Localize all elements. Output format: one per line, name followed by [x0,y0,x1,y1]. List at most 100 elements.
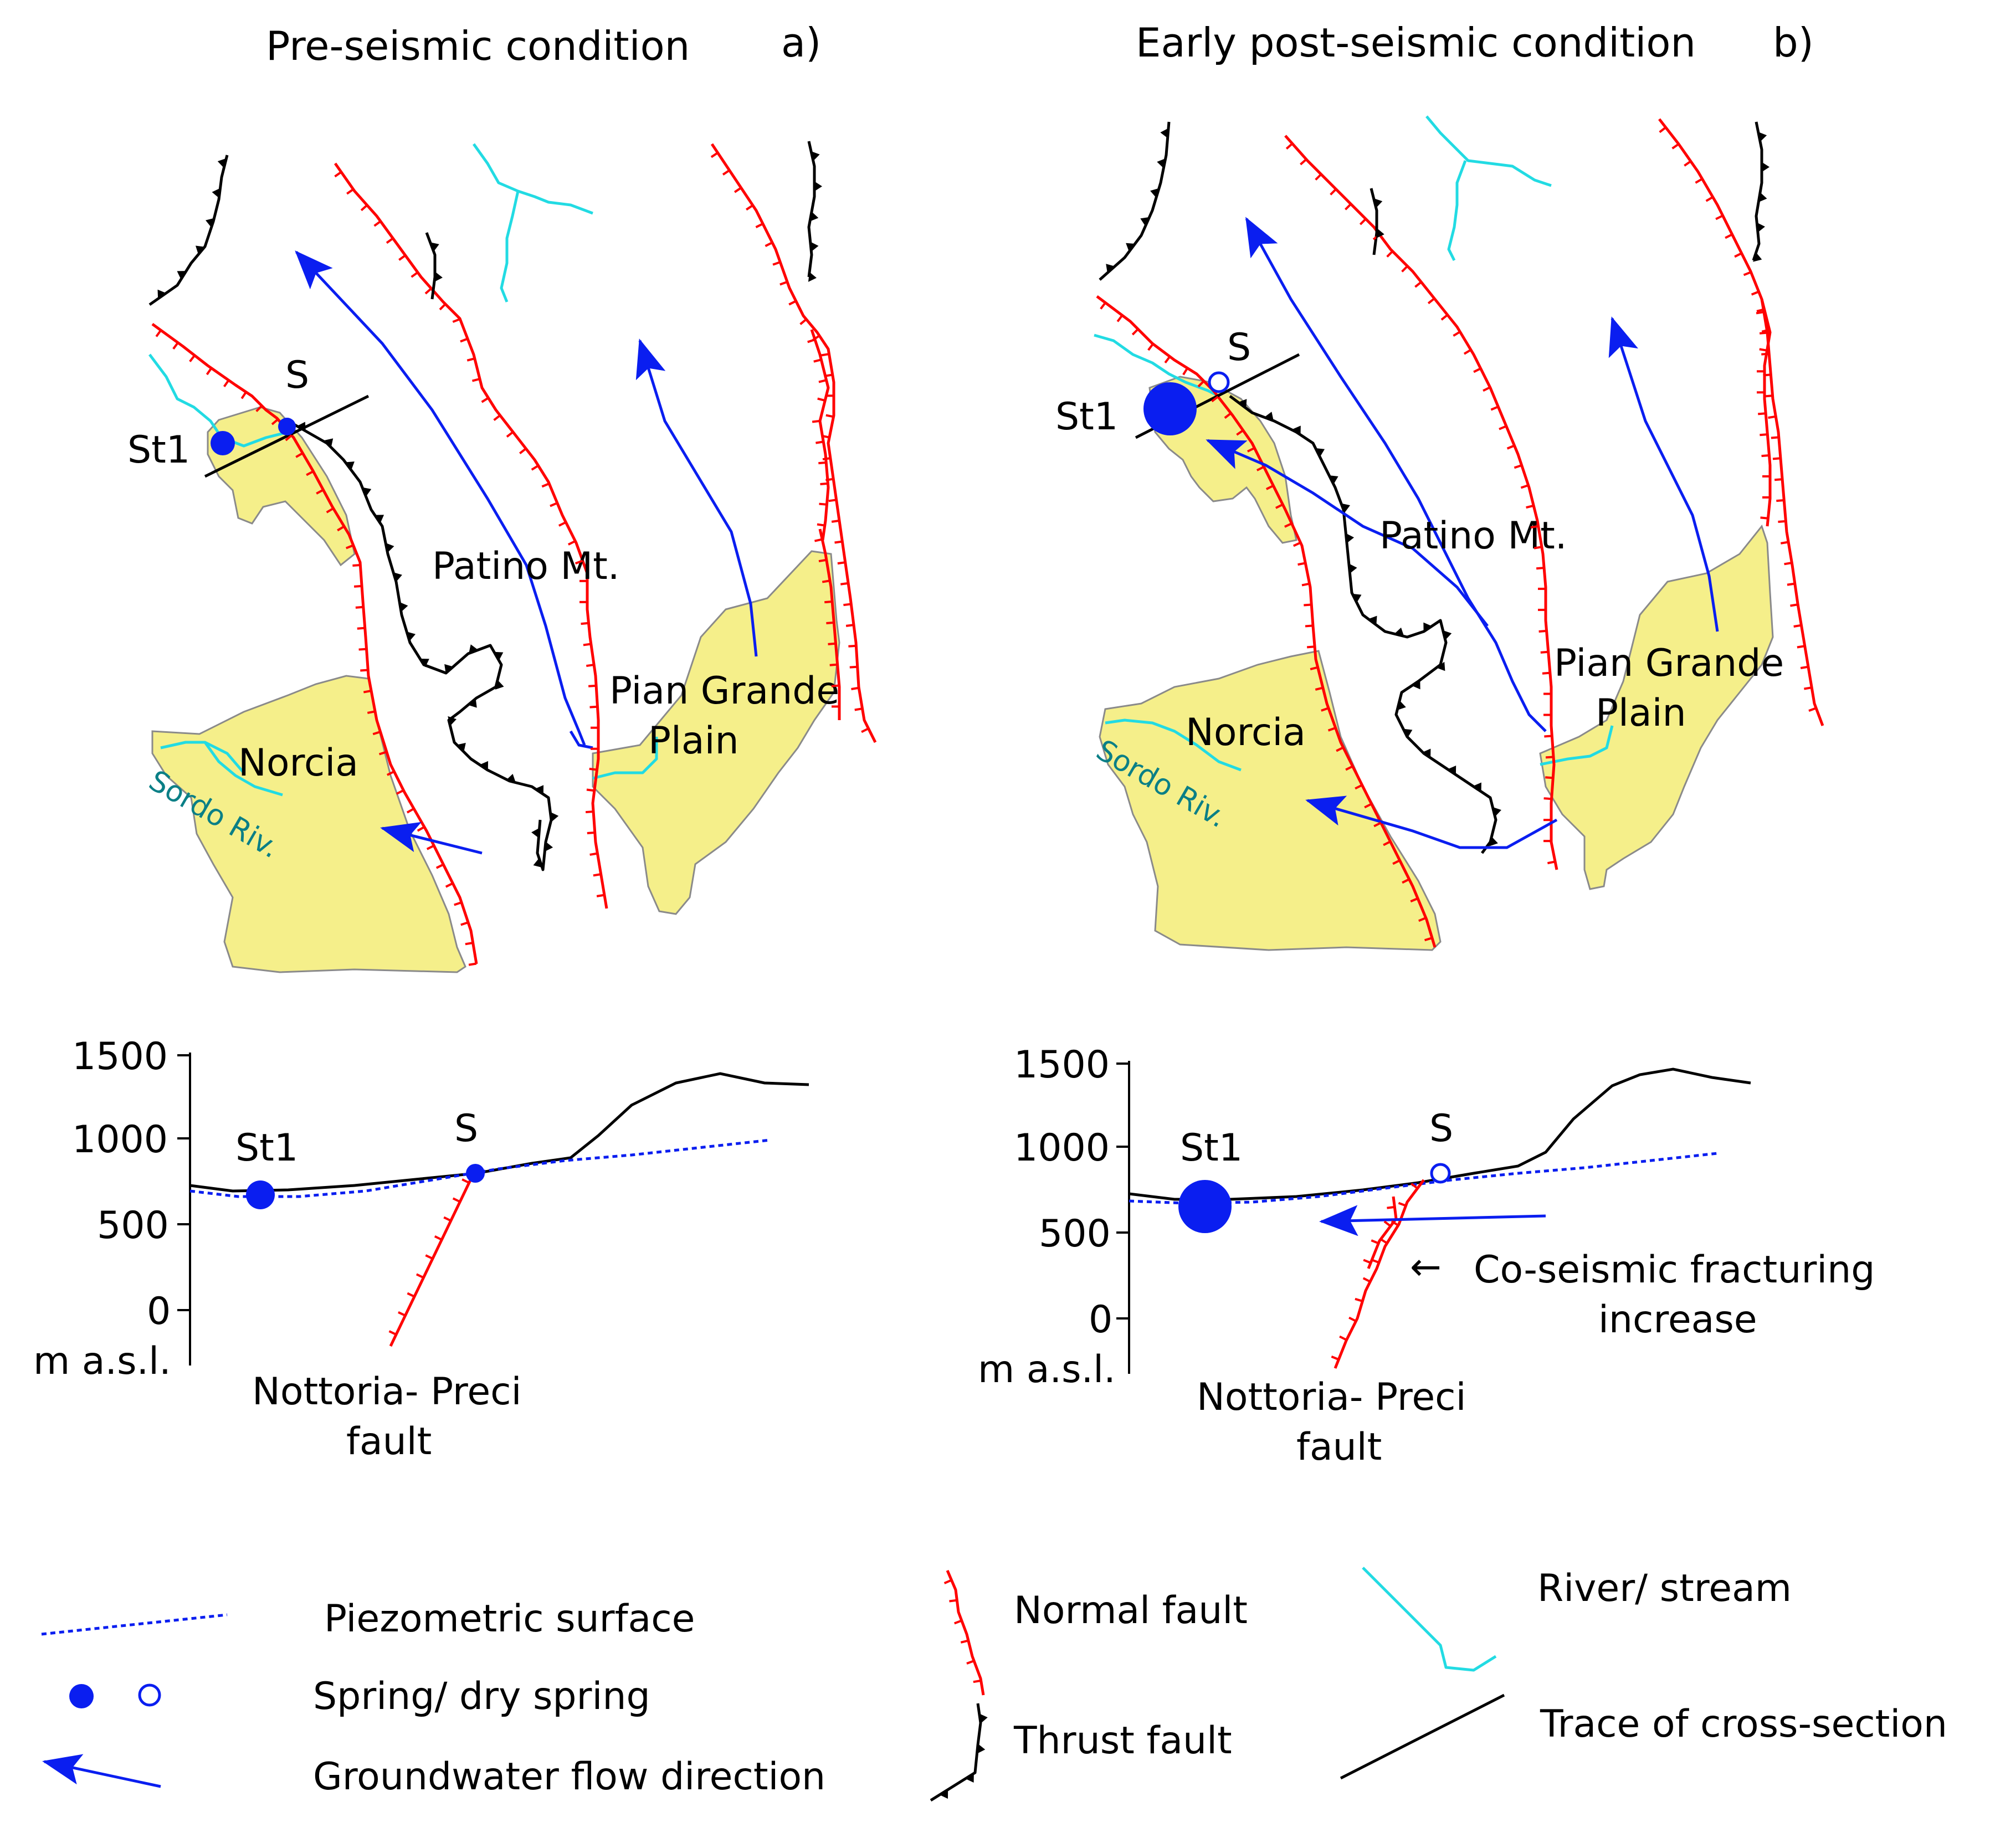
thrust-fault-tooth [206,218,215,228]
normal-fault-tick [1293,541,1301,547]
normal-fault-tick [1359,218,1367,225]
normal-fault-tick [755,223,763,229]
normal-fault-tick [586,664,594,668]
legend-river-label: River/ stream [1537,1567,1792,1610]
normal-fault-tick [1402,878,1410,884]
gw-flow-arrow-patino [295,250,586,746]
normal-fault-tick [434,1235,443,1241]
river-sordo [160,741,283,797]
normal-fault-tick [1418,917,1427,922]
normal-fault-tick [417,826,425,832]
b-spring-s-label: S [1227,326,1251,369]
normal-fault-tick [360,204,368,212]
normal-fault-tick [1182,367,1188,376]
normal-fault-tick [1331,1356,1340,1361]
normal-fault-tick [396,789,404,795]
normal-fault-tick [1715,214,1724,220]
thrust-fault-tooth [811,151,820,161]
thrust-fault-tooth [212,188,220,198]
thrust-fault-tooth [495,680,504,690]
legend-piezometric-label: Piezometric surface [324,1597,695,1641]
section-b-tick-1500: 1500 [1014,1043,1110,1087]
thrust-fault-tooth [810,242,819,252]
normal-fault-tick [439,303,447,311]
section-a-tick-1500: 1500 [72,1035,168,1079]
thrust-fault-tooth [533,858,542,868]
section-a-piezometric-surface [189,1138,771,1198]
normal-fault-tick [1284,522,1293,528]
normal-fault-tick [452,1197,461,1203]
plain-area-norcia [151,675,466,973]
panel-b-title: Early post-seismic condition [1136,19,1696,66]
normal-fault-tick [854,707,863,711]
normal-fault-tick [1100,302,1106,310]
normal-fault-tick [155,329,162,337]
normal-fault-tick [435,863,444,869]
normal-fault-tick [861,727,869,733]
normal-fault-tick [1453,331,1461,337]
normal-fault-tick [845,624,854,627]
normal-fault-tick [822,457,831,461]
legend-trace-symbol [1340,1693,1505,1780]
b-thrust-fault-nw [1099,121,1171,281]
normal-fault-tick [849,665,858,669]
river-northwest [148,353,289,448]
normal-fault-tick [1759,348,1767,352]
normal-fault-tick [1321,707,1329,712]
normal-fault-tick [812,419,820,423]
normal-fault-tick [819,502,827,506]
thrust-fault-tooth [1157,158,1166,168]
normal-fault-tick [1327,727,1336,732]
thrust-fault-tooth [393,572,402,582]
gw-flow-arrow-norcia [380,822,483,855]
normal-fault-tick [710,152,719,158]
normal-fault-tick [843,603,852,607]
normal-fault-tick [1336,746,1344,752]
normal-fault-tick [1540,650,1548,654]
normal-fault-tick [1793,624,1802,628]
normal-fault-tick [1778,520,1786,523]
normal-fault-tick [822,579,830,583]
section-b-dry-spring-s [1430,1163,1451,1184]
normal-fault-tick [1463,348,1471,355]
normal-fault-tick [1800,665,1809,669]
section-b-annotation-line1: Co-seismic fracturing [1474,1248,1875,1292]
plain-area-pian-grande [592,550,840,915]
normal-fault-tick [1758,412,1766,415]
normal-fault-tick [1780,541,1789,545]
normal-fault-tick [816,440,824,444]
normal-fault-tick [424,288,432,295]
normal-fault-tick [353,584,362,588]
normal-fault-tick [406,808,415,814]
normal-fault-tick [1776,499,1784,502]
normal-fault-tick [954,1619,962,1625]
normal-fault-tick [1371,1239,1379,1245]
spring-s-label: S [285,353,309,397]
thrust-fault-tooth [506,773,516,783]
thrust-fault-tooth [965,1773,974,1783]
section-b-annotation-arrow: ← [1410,1245,1442,1289]
thrust-fault-tooth [977,1743,986,1754]
thrust-fault-patino [287,419,553,871]
thrust-fault-tooth [550,812,559,822]
normal-fault-tick [825,414,834,418]
b-river-north-branch [1447,160,1467,261]
normal-fault-tick [1526,504,1534,509]
b-town-label: Norcia [1186,711,1306,754]
normal-fault-tick [586,788,595,792]
normal-fault-tick [1363,1259,1371,1264]
normal-fault-tick [807,338,816,343]
thrust-fault-tooth [448,716,457,726]
normal-fault-tick [373,220,382,227]
section-b-fault [1333,1179,1425,1369]
normal-fault-tick [334,171,342,178]
normal-fault-tick [1499,425,1507,430]
normal-fault-tick [306,470,314,476]
thrust-fault-tooth [1348,563,1357,574]
normal-fault-tick [378,751,387,756]
thrust-fault-tooth [407,632,416,641]
b-dry-spring-s-marker [1208,371,1230,393]
legend-normal-fault-symbol [946,1570,985,1696]
thrust-fault-tooth [1423,622,1432,632]
legend-dry-spring-symbol [138,1683,161,1707]
